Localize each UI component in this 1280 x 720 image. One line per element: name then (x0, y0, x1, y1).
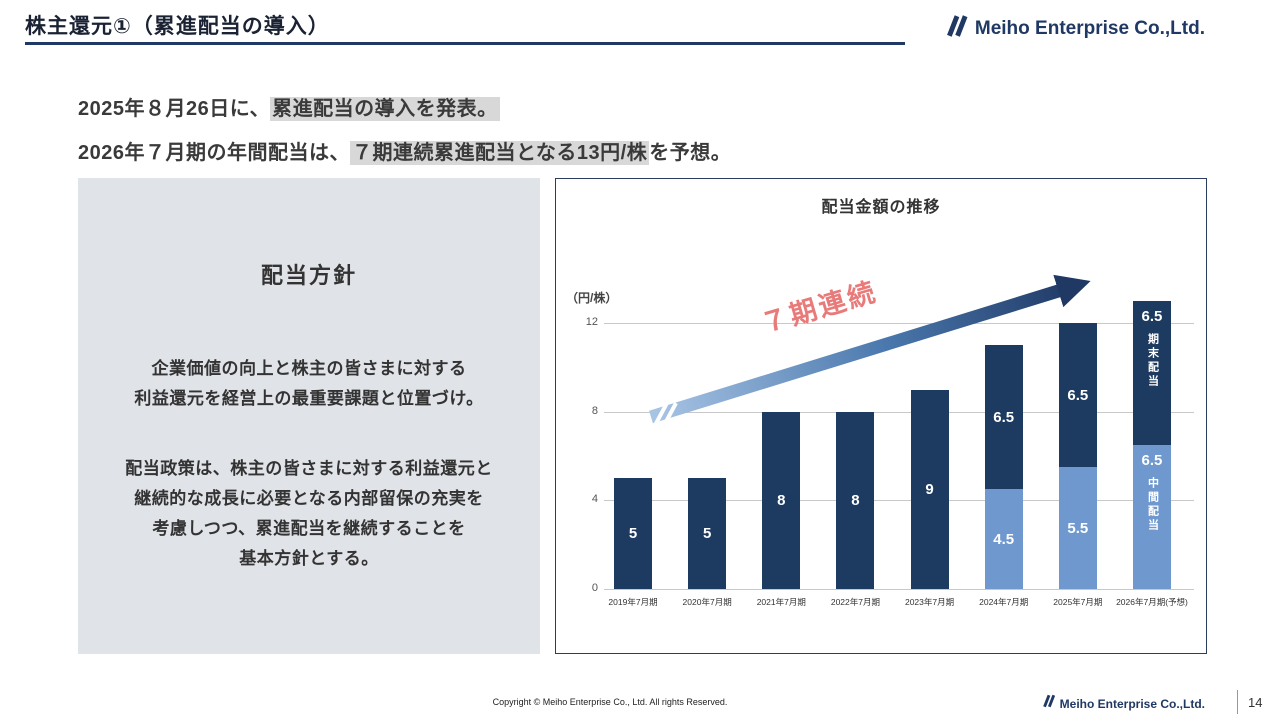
x-axis-label: 2026年7月期(予想) (1116, 597, 1188, 607)
bar-value-label: 4.5 (993, 530, 1015, 548)
header-logo: Meiho Enterprise Co.,Ltd. (945, 14, 1205, 43)
bar-value-label: 6.5 (1067, 386, 1089, 404)
page-number: 14 (1248, 695, 1263, 710)
bar-segment-期末配当: 6.5 (1058, 323, 1097, 468)
header-logo-text: Meiho Enterprise Co.,Ltd. (974, 17, 1205, 39)
footer-copyright: Copyright © Meiho Enterprise Co., Ltd. A… (492, 697, 728, 707)
y-axis-label: 8 (591, 404, 598, 417)
policy-paragraph-1: 企業価値の向上と株主の皆さまに対する 利益還元を経営上の最重要課題と位置づけ。 (134, 359, 484, 408)
bar-segment-期末配当: 9 (910, 389, 949, 589)
lead-highlight: ７期連続累進配当となる13円/株 (350, 141, 650, 165)
footer-logo-text: Meiho Enterprise Co.,Ltd. (1059, 696, 1205, 711)
y-axis-label: 4 (591, 493, 598, 506)
lead-text: を予想。 (649, 142, 732, 164)
bar-value-label: 6.5 (993, 408, 1015, 426)
x-axis-label: 2020年7月期 (682, 597, 732, 607)
bar-segment-中間配当: 6.5 中間配当 (1132, 444, 1171, 589)
bar-segment-中間配当: 5.5 (1058, 467, 1097, 589)
policy-panel: 配当方針 企業価値の向上と株主の皆さまに対する 利益還元を経営上の最重要課題と位… (78, 178, 540, 654)
meiho-logo-icon (1042, 694, 1056, 713)
lead-line-1: 2025年８月26日に、 累進配当の導入を発表。 (78, 92, 500, 121)
x-axis-label: 2022年7月期 (830, 597, 880, 607)
page-title: 株主還元①（累進配当の導入） (25, 15, 330, 38)
chart-title: 配当金額の推移 (821, 199, 941, 216)
bar-value-label: 5 (628, 525, 638, 543)
footer-logo: Meiho Enterprise Co.,Ltd. (1042, 694, 1205, 713)
bar-value-label: 6.5 (1141, 307, 1163, 325)
footer-divider (1237, 690, 1238, 714)
chart-panel: 配当金額の推移 （円/株） 0 4 8 12 5 2019年7月期 5 2020年7月期 8 20… (555, 178, 1207, 654)
bar-segment-期末配当: 8 (762, 411, 801, 589)
gridline (604, 411, 1194, 413)
lead-line-2: 2026年７月期の年間配当は、 ７期連続累進配当となる13円/株 を予想。 (78, 136, 731, 165)
x-axis-label: 2023年7月期 (904, 597, 955, 607)
bar-value-label: 5 (702, 525, 712, 543)
x-axis-label: 2024年7月期 (979, 597, 1029, 607)
bar-value-label: 9 (925, 480, 934, 498)
policy-heading: 配当方針 (260, 263, 357, 288)
bar-segment-期末配当: 6.5 (984, 345, 1023, 490)
x-axis-label: 2025年7月期 (1053, 597, 1103, 607)
lead-text: 2025年８月26日に、 (78, 98, 271, 120)
x-axis-label: 2021年7月期 (756, 597, 806, 607)
bar-value-label: 8 (777, 491, 786, 509)
bar-segment-期末配当: 5 (614, 478, 652, 589)
bar-value-label: 5.5 (1067, 519, 1089, 537)
policy-paragraph-2: 配当政策は、株主の皆さまに対する利益還元と 継続的な成長に必要となる内部留保の充… (125, 459, 493, 568)
meiho-logo-icon (945, 14, 969, 43)
chart-unit-label: （円/株） (566, 291, 618, 305)
y-axis-label: 12 (585, 316, 598, 328)
bar-segment-中間配当: 4.5 (984, 489, 1023, 589)
bar-segment-期末配当: 6.5 期末配当 (1132, 300, 1171, 445)
gridline (604, 500, 1194, 502)
lead-highlight: 累進配当の導入を発表。 (270, 97, 500, 121)
bar-value-label: 6.5 (1141, 451, 1163, 469)
bar-value-label: 8 (851, 491, 860, 509)
lead-text: 2026年７月期の年間配当は、 (78, 142, 350, 164)
bar-segment-期末配当: 8 (836, 411, 875, 589)
gridline (604, 323, 1194, 324)
y-axis-label: 0 (591, 582, 598, 594)
bar-segment-期末配当: 5 (688, 478, 727, 589)
title-underline (25, 42, 905, 45)
segment-role-label: 期末配当 (1146, 332, 1159, 389)
x-axis-label: 2019年7月期 (608, 597, 658, 607)
gridline (604, 589, 1194, 590)
segment-role-label: 中間配当 (1146, 476, 1159, 533)
chart-plot: 0 4 8 12 5 2019年7月期 5 2020年7月期 8 2021年7月期 8 2022年7月… (556, 179, 1206, 653)
